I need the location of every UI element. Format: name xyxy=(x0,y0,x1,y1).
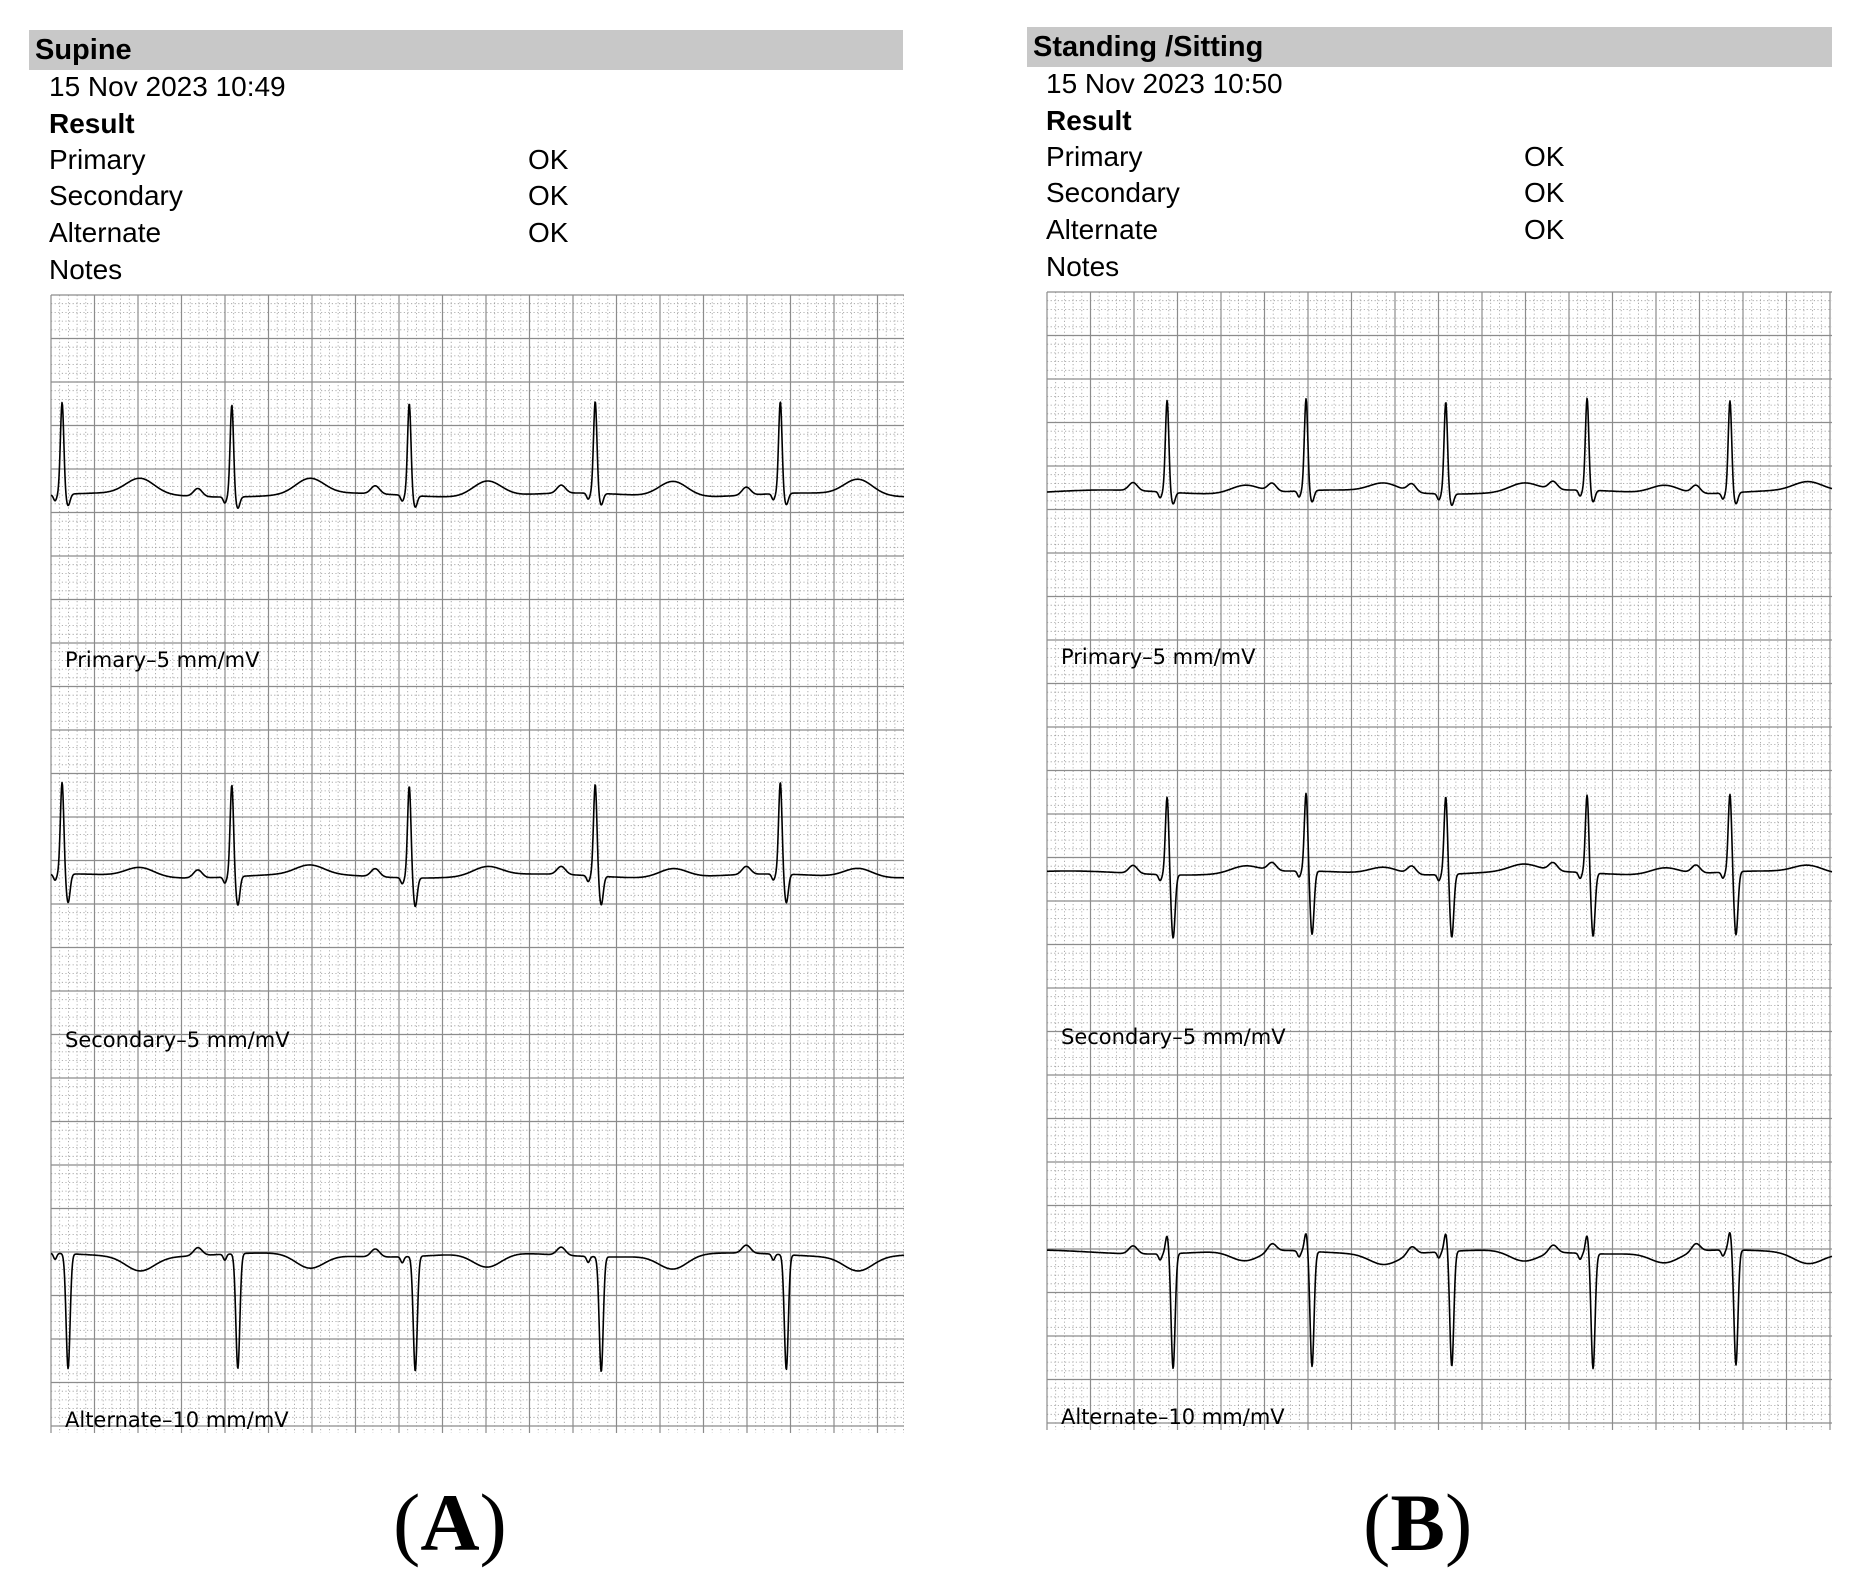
ecg-trace-primary xyxy=(1046,397,1833,507)
result-label-alternate: Alternate xyxy=(49,217,162,248)
panel-title: Standing /Sitting xyxy=(1027,27,1832,67)
lead-label: Primary–5 mm/mV xyxy=(1061,645,1256,669)
ecg-trace-alternate xyxy=(50,1244,905,1372)
ecg-trace-secondary xyxy=(1046,792,1833,939)
result-value-secondary: OK xyxy=(528,180,569,211)
panel-title: Supine xyxy=(29,30,903,70)
panel-standing-sitting: Standing /Sitting 15 Nov 2023 10:50 Resu… xyxy=(927,0,1855,1586)
timestamp: 15 Nov 2023 10:50 xyxy=(1046,68,1283,99)
timestamp: 15 Nov 2023 10:49 xyxy=(49,71,286,102)
caption-letter: A xyxy=(420,1477,480,1568)
result-value-primary: OK xyxy=(528,144,569,175)
result-label-secondary: Secondary xyxy=(49,180,183,211)
result-value-alternate: OK xyxy=(1524,214,1565,245)
result-label-primary: Primary xyxy=(49,144,146,175)
lead-label: Primary–5 mm/mV xyxy=(65,648,260,672)
ecg-strip: Primary–5 mm/mV Secondary–5 mm/mV Alternat… xyxy=(1046,291,1833,1430)
notes-label: Notes xyxy=(49,254,123,285)
result-heading: Result xyxy=(1046,105,1132,136)
ecg-trace-secondary xyxy=(50,781,905,908)
result-label-alternate: Alternate xyxy=(1046,214,1159,245)
result-label-secondary: Secondary xyxy=(1046,177,1180,208)
panel-supine: Supine 15 Nov 2023 10:49 Result Primary … xyxy=(0,0,927,1586)
caption-letter: B xyxy=(1390,1477,1446,1568)
ecg-trace-alternate xyxy=(1046,1232,1833,1370)
lead-label: Alternate–10 mm/mV xyxy=(65,1408,289,1432)
lead-label: Secondary–5 mm/mV xyxy=(1061,1025,1286,1049)
result-heading: Result xyxy=(49,108,135,139)
ecg-strip: Primary–5 mm/mV Secondary–5 mm/mV Alternat… xyxy=(50,294,905,1433)
result-value-primary: OK xyxy=(1524,141,1565,172)
lead-label: Secondary–5 mm/mV xyxy=(65,1028,290,1052)
ecg-trace-primary xyxy=(50,401,905,509)
result-label-primary: Primary xyxy=(1046,141,1143,172)
result-value-alternate: OK xyxy=(528,217,569,248)
notes-label: Notes xyxy=(1046,251,1120,282)
ecg-grid xyxy=(50,294,904,1433)
lead-label: Alternate–10 mm/mV xyxy=(1061,1405,1285,1429)
result-value-secondary: OK xyxy=(1524,177,1565,208)
panel-caption: (A) xyxy=(393,1477,507,1568)
panel-caption: (B) xyxy=(1363,1477,1473,1568)
